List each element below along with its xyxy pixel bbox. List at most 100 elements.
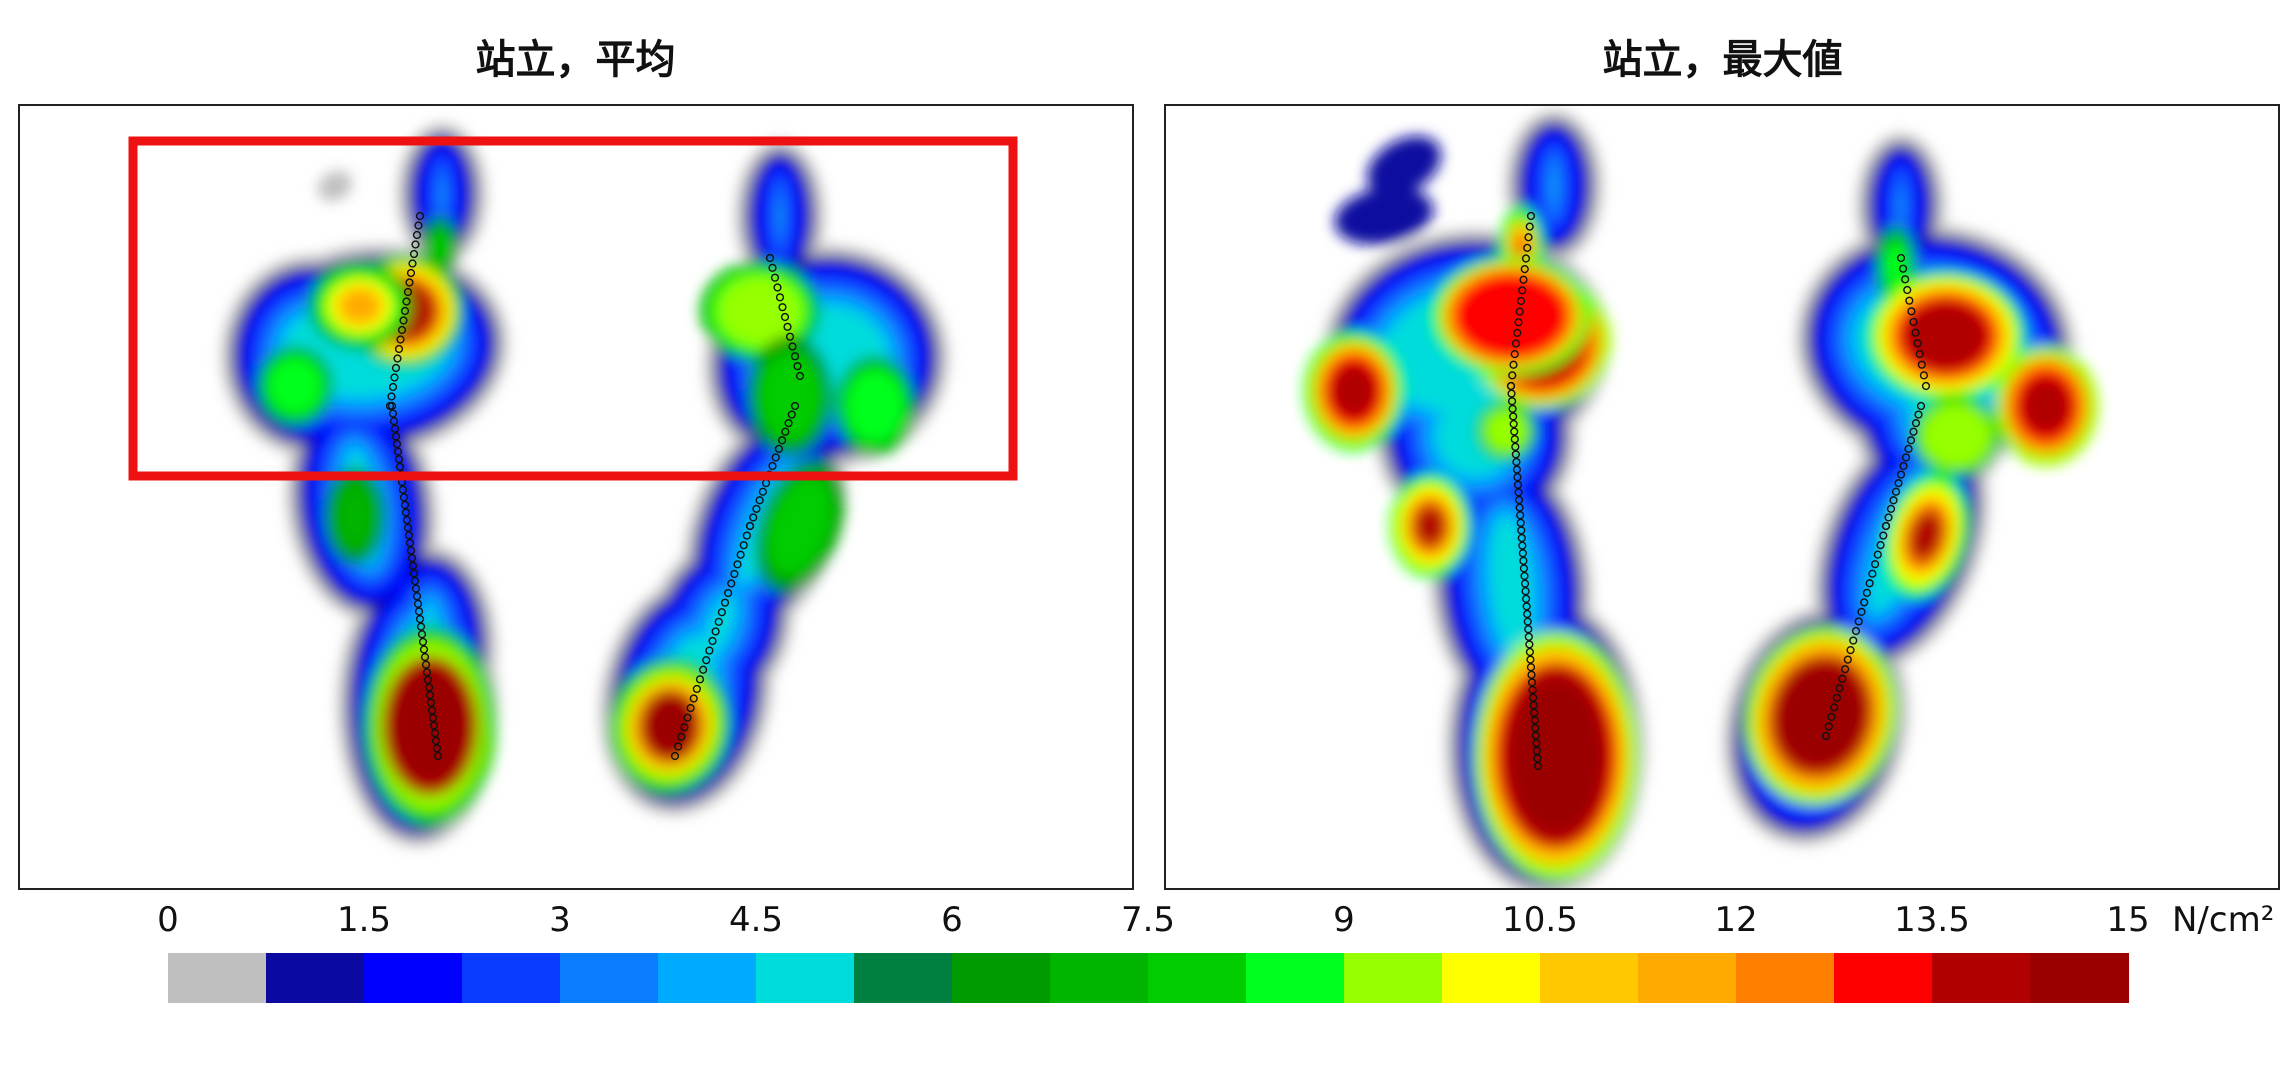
cop-point [1518, 541, 1527, 550]
cop-point [428, 713, 438, 723]
cop-point [1509, 412, 1518, 421]
cop-point [1901, 275, 1910, 284]
colorbar-segment [952, 953, 1051, 1003]
cop-point [1511, 442, 1520, 451]
cop-point [768, 461, 777, 471]
cop-point [424, 683, 434, 692]
cop-point [394, 455, 404, 464]
cop-point [1520, 265, 1529, 274]
cop-point [399, 493, 409, 502]
cop-point [1824, 722, 1833, 731]
colorbar-tick-label: 12 [1714, 900, 1758, 940]
cop-point [1862, 588, 1872, 597]
colorbar-segment [266, 953, 365, 1003]
cop-point [409, 569, 419, 578]
cop-point [1914, 410, 1923, 419]
cop-point [1519, 564, 1529, 573]
pressure-map-average [18, 104, 1134, 890]
cop-point [733, 560, 742, 569]
cop-point [388, 409, 398, 418]
cop-point [720, 598, 730, 607]
cop-point [1530, 708, 1539, 717]
colorbar-segment [168, 953, 267, 1003]
pressure-region [1414, 505, 1446, 547]
cop-point [419, 645, 429, 654]
cop-point [418, 637, 428, 646]
cop-point [399, 316, 408, 325]
cop-point [711, 627, 720, 636]
colorbar-segment [1932, 953, 2031, 1003]
pressure-region [845, 368, 905, 444]
cop-point [387, 392, 396, 401]
cop-point [699, 665, 708, 674]
cop-point [739, 541, 748, 550]
cop-point [1915, 349, 1924, 359]
cop-point [1528, 685, 1537, 695]
cop-point [1830, 703, 1839, 712]
cop-point [1525, 647, 1535, 657]
pressure-region [1451, 271, 1571, 361]
cop-point [401, 508, 411, 517]
cop-point [677, 732, 686, 741]
cop-point [429, 721, 439, 730]
cop-point [1827, 712, 1836, 722]
cop-point [1527, 678, 1537, 687]
cop-point [387, 401, 397, 411]
cop-point [1891, 487, 1901, 496]
cop-point [409, 249, 419, 259]
colorbar-segment [560, 953, 659, 1003]
cop-point [1521, 587, 1530, 596]
cop-point [395, 462, 405, 471]
cop-point [768, 263, 777, 272]
cop-point [686, 703, 695, 713]
cop-point [1529, 701, 1538, 710]
cop-point [415, 211, 425, 221]
cop-point [736, 550, 745, 559]
colorbar-segment [1050, 953, 1149, 1003]
colorbar-segment [1736, 953, 1835, 1003]
cop-point [1870, 560, 1880, 569]
cop-point [1518, 286, 1527, 295]
cop-point [758, 487, 767, 496]
pressure-region [1511, 682, 1601, 830]
colorbar-segment [1246, 953, 1345, 1003]
colorbar [168, 953, 2129, 1003]
cop-point [1515, 503, 1524, 512]
cop-point [770, 273, 780, 282]
cop-point [778, 436, 787, 445]
pressure-region [334, 482, 376, 550]
cop-point [1510, 427, 1519, 436]
cop-point [1832, 693, 1842, 702]
cop-point [1533, 761, 1543, 771]
colorbar-tick-label: 4.5 [728, 900, 784, 940]
cop-point [1525, 222, 1534, 231]
cop-point [406, 546, 416, 555]
cop-point [730, 569, 739, 579]
cop-point [413, 599, 423, 608]
cop-point [714, 617, 723, 626]
colorbar-segment [462, 953, 561, 1003]
cop-point [420, 652, 430, 662]
colorbar-segment [1834, 953, 1933, 1003]
colorbar-segment [1344, 953, 1443, 1003]
cop-point [416, 622, 426, 631]
cop-point [396, 335, 405, 344]
cop-point [1507, 397, 1517, 406]
cop-point [683, 713, 692, 722]
pressure-map-maximum [1164, 104, 2280, 890]
cop-point [407, 554, 417, 563]
cop-point [1530, 716, 1539, 725]
colorbar-segment [364, 953, 463, 1003]
cop-point [1517, 533, 1526, 543]
cop-point [1514, 488, 1523, 497]
cop-point [406, 268, 416, 278]
cop-point [417, 630, 427, 639]
cop-point [1506, 381, 1516, 391]
cop-point [431, 736, 441, 745]
cop-point [1907, 307, 1916, 316]
cop-point [432, 744, 442, 753]
cop-point [1512, 457, 1521, 467]
cop-point [410, 576, 420, 586]
cop-point [1898, 264, 1908, 273]
cop-point [1821, 731, 1831, 741]
